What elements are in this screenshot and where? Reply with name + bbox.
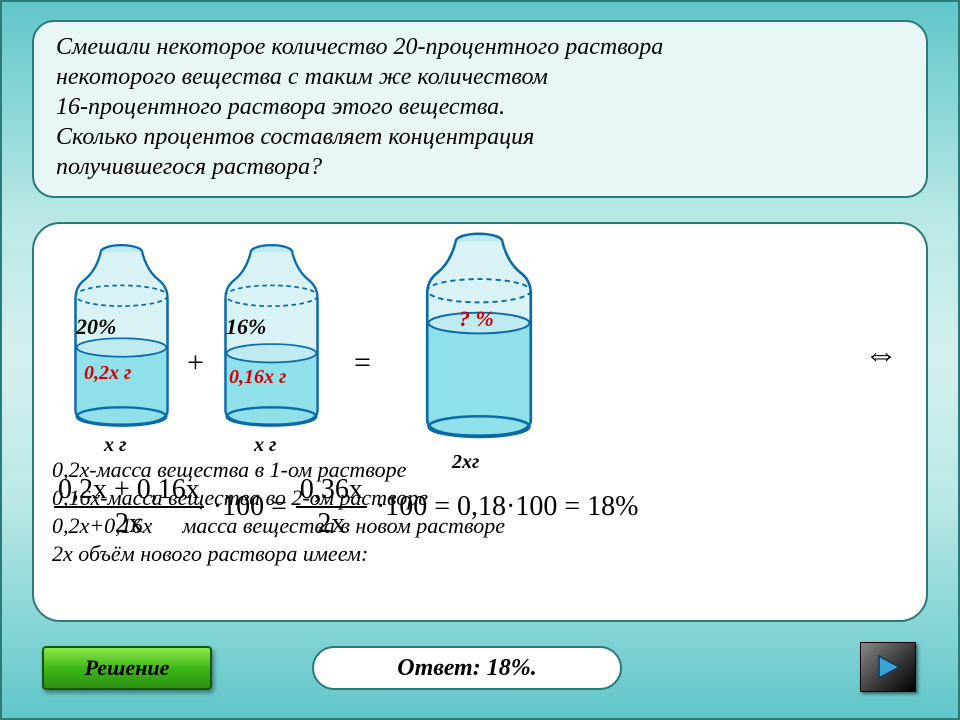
next-button[interactable] bbox=[860, 642, 916, 692]
iff-sign: ⇔ bbox=[864, 336, 898, 374]
vessel-1-solute: 0,2х г bbox=[84, 362, 131, 385]
question-panel: Смешали некоторое количество 20-процентн… bbox=[32, 20, 928, 198]
answer-box: Ответ: 18%. bbox=[312, 646, 622, 690]
vessel-3-percent: ? % bbox=[459, 306, 494, 332]
vessel-2-percent: 16% bbox=[226, 314, 266, 340]
fraction-1: 0,2x + 0,16x 2x bbox=[54, 474, 204, 540]
vessel-row: 20% 0,2х г х г + 16% 0,16х г х г = bbox=[54, 236, 906, 466]
question-line: Смешали некоторое количество 20-процентн… bbox=[56, 32, 904, 62]
vessel-3 bbox=[409, 226, 549, 446]
explain-line: 2х объём нового раствора имеем: bbox=[52, 540, 505, 568]
vessel-2-mass: х г bbox=[254, 434, 276, 457]
calculation: 0,2x + 0,16x 2x ·100 = 0,36x 2x ·100 = 0… bbox=[52, 474, 638, 540]
fraction-2: 0,36x 2x bbox=[296, 474, 367, 540]
vessel-2-solute: 0,16х г bbox=[229, 366, 286, 389]
question-line: получившегося раствора? bbox=[56, 152, 904, 182]
next-arrow-icon bbox=[873, 652, 903, 682]
solve-button[interactable]: Решение bbox=[42, 646, 212, 690]
equals-sign: = bbox=[354, 346, 371, 380]
question-line: Сколько процентов составляет концентраци… bbox=[56, 122, 904, 152]
plus-sign: + bbox=[187, 346, 204, 380]
vessel-1-percent: 20% bbox=[76, 314, 116, 340]
question-line: некоторого вещества с таким же количеств… bbox=[56, 62, 904, 92]
question-line: 16-процентного раствора этого вещества. bbox=[56, 92, 904, 122]
vessel-1-mass: х г bbox=[104, 434, 126, 457]
solution-panel: 20% 0,2х г х г + 16% 0,16х г х г = bbox=[32, 222, 928, 622]
